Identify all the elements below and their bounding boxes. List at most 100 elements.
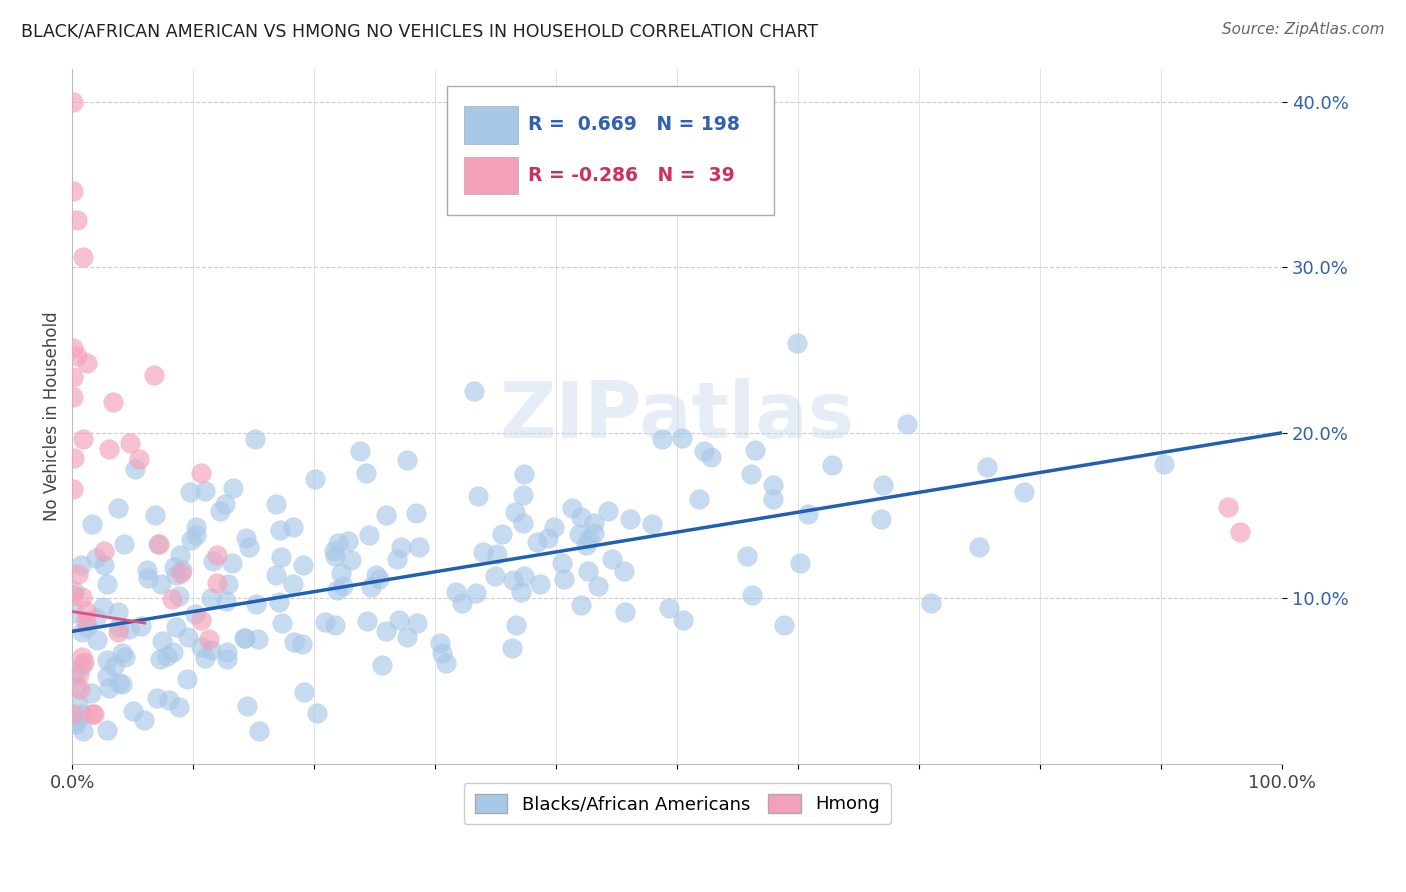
Point (111, 677, 134, 691)
Point (786, 335, 808, 350)
Point (217, 645, 239, 659)
Point (217, 577, 239, 591)
Point (86, 632, 108, 647)
Point (186, 528, 208, 542)
Point (797, 508, 820, 522)
Point (612, 565, 634, 579)
Point (332, 579, 354, 593)
Point (72, 432, 94, 446)
Point (491, 527, 513, 541)
Point (374, 624, 396, 639)
Point (76, 620, 98, 634)
Point (107, 620, 129, 634)
Point (367, 572, 389, 586)
Point (371, 658, 394, 673)
Point (505, 617, 527, 632)
Point (66, 567, 89, 582)
Point (281, 520, 304, 534)
Point (688, 492, 710, 507)
Point (150, 577, 173, 591)
Point (214, 497, 236, 511)
Point (148, 537, 170, 551)
Point (395, 630, 418, 644)
Point (434, 656, 457, 670)
Point (162, 560, 184, 574)
Point (735, 549, 758, 563)
Point (107, 605, 129, 619)
Point (190, 640, 212, 654)
Point (63, 451, 86, 466)
Point (62, 390, 84, 404)
Point (269, 595, 291, 609)
Point (329, 566, 352, 580)
Point (221, 556, 243, 570)
Point (249, 723, 271, 738)
Point (183, 607, 205, 621)
Point (62, 341, 84, 355)
Point (235, 531, 257, 545)
Point (471, 545, 494, 559)
Point (486, 547, 509, 561)
Point (72, 250, 94, 264)
Point (323, 549, 346, 563)
Point (91, 600, 114, 615)
Point (245, 432, 267, 446)
Point (537, 531, 560, 545)
Point (354, 466, 377, 480)
Point (266, 497, 288, 511)
Point (222, 481, 245, 495)
Point (193, 650, 215, 665)
Point (575, 538, 598, 552)
Point (405, 506, 427, 520)
Point (235, 631, 257, 645)
Point (238, 540, 260, 554)
Point (387, 552, 409, 566)
Point (72, 658, 94, 673)
Point (62, 482, 84, 496)
Point (314, 615, 336, 629)
Point (93, 558, 115, 572)
Point (80, 516, 103, 531)
Point (111, 646, 134, 660)
Point (588, 578, 610, 592)
Point (976, 460, 998, 475)
Point (63, 606, 86, 620)
Point (148, 652, 170, 666)
Point (374, 508, 396, 523)
Point (619, 512, 641, 526)
Point (156, 649, 179, 664)
Point (167, 589, 190, 603)
Point (96, 723, 118, 737)
Point (869, 512, 891, 526)
Text: BLACK/AFRICAN AMERICAN VS HMONG NO VEHICLES IN HOUSEHOLD CORRELATION CHART: BLACK/AFRICAN AMERICAN VS HMONG NO VEHIC… (21, 22, 818, 40)
Point (464, 586, 486, 600)
Point (124, 462, 146, 476)
Y-axis label: No Vehicles in Household: No Vehicles in Household (44, 311, 60, 521)
Point (291, 637, 314, 651)
Point (1216, 500, 1239, 515)
Point (170, 563, 193, 577)
Text: R =  0.669   N = 198: R = 0.669 N = 198 (529, 115, 741, 135)
Point (451, 597, 474, 611)
Point (207, 548, 229, 562)
Point (304, 472, 326, 486)
Point (246, 632, 269, 646)
Point (70, 649, 93, 664)
Point (146, 537, 169, 551)
Point (322, 544, 344, 558)
Point (96, 653, 118, 667)
Point (72, 723, 94, 738)
Point (65, 717, 87, 731)
Point (1153, 457, 1175, 471)
Point (323, 618, 346, 632)
Point (501, 640, 523, 655)
Point (513, 569, 536, 583)
Point (96, 669, 118, 683)
Point (120, 435, 142, 450)
Point (502, 573, 524, 587)
Point (235, 698, 257, 713)
Point (150, 633, 173, 648)
Point (169, 548, 191, 562)
Point (1229, 524, 1251, 539)
Point (176, 672, 198, 686)
